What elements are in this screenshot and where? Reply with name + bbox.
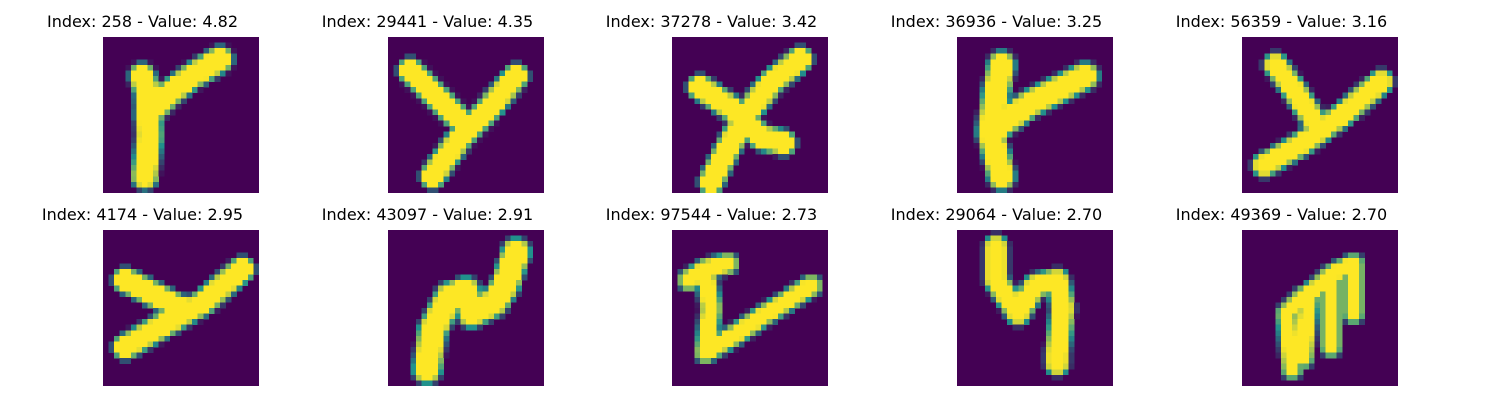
panel-title: Index: 37278 - Value: 3.42 — [605, 12, 818, 31]
digit-image — [1242, 230, 1398, 386]
image-panel: Index: 29441 - Value: 4.35 — [285, 0, 570, 193]
digit-image — [1242, 37, 1398, 193]
image-panel: Index: 36936 - Value: 3.25 — [854, 0, 1139, 193]
panel-title: Index: 97544 - Value: 2.73 — [605, 205, 818, 224]
digit-image — [103, 230, 259, 386]
panel-title: Index: 258 - Value: 4.82 — [46, 12, 239, 31]
image-panel: Index: 97544 - Value: 2.73 — [569, 193, 854, 386]
image-panel: Index: 37278 - Value: 3.42 — [569, 0, 854, 193]
panel-title: Index: 36936 - Value: 3.25 — [890, 12, 1103, 31]
digit-image — [388, 230, 544, 386]
image-panel: Index: 49369 - Value: 2.70 — [1139, 193, 1424, 386]
panel-title: Index: 4174 - Value: 2.95 — [41, 205, 244, 224]
image-panel: Index: 43097 - Value: 2.91 — [285, 193, 570, 386]
panel-title: Index: 49369 - Value: 2.70 — [1175, 205, 1388, 224]
image-panel: Index: 56359 - Value: 3.16 — [1139, 0, 1424, 193]
panel-title: Index: 56359 - Value: 3.16 — [1175, 12, 1388, 31]
digit-image — [672, 230, 828, 386]
image-panel: Index: 29064 - Value: 2.70 — [854, 193, 1139, 386]
panel-title: Index: 29064 - Value: 2.70 — [890, 205, 1103, 224]
digit-image — [957, 37, 1113, 193]
digit-image — [672, 37, 828, 193]
digit-image — [103, 37, 259, 193]
digit-image — [957, 230, 1113, 386]
image-panel: Index: 4174 - Value: 2.95 — [0, 193, 285, 386]
digit-image — [388, 37, 544, 193]
panel-title: Index: 29441 - Value: 4.35 — [321, 12, 534, 31]
panel-title: Index: 43097 - Value: 2.91 — [321, 205, 534, 224]
image-panel: Index: 258 - Value: 4.82 — [0, 0, 285, 193]
